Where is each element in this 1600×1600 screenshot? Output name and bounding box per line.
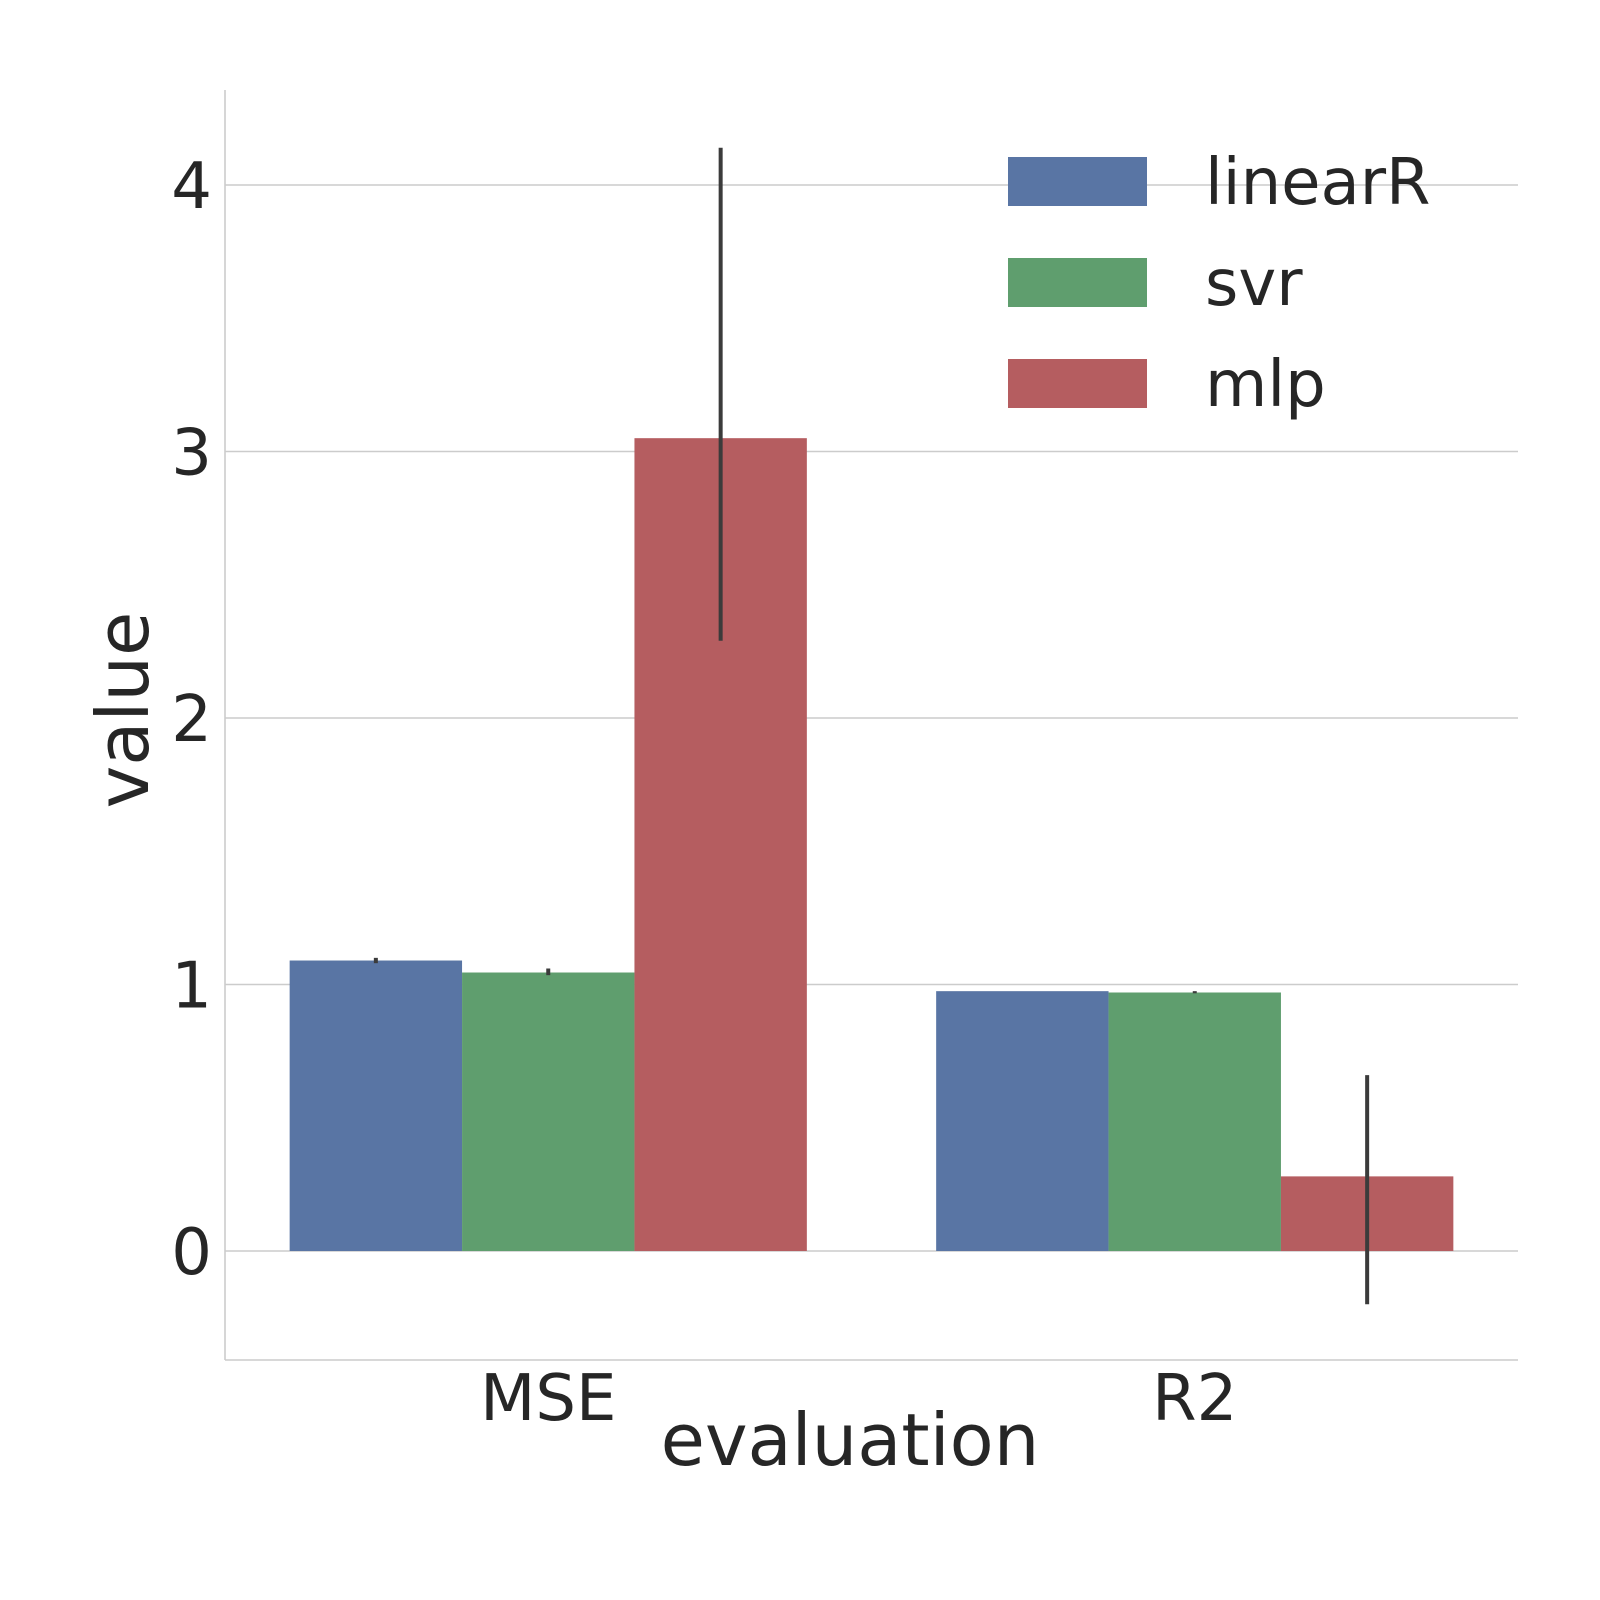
- bar-svr-R2: [1108, 992, 1281, 1251]
- legend-label-linearR: linearR: [1205, 146, 1431, 220]
- y-tick-label: 4: [171, 150, 212, 224]
- x-axis-title: evaluation: [661, 1398, 1040, 1482]
- y-tick-labels: 0 1 2 3 4: [171, 150, 212, 1290]
- legend-swatch-mlp: [1008, 359, 1147, 408]
- y-axis-title: value: [81, 612, 165, 809]
- bar-svr-MSE: [462, 972, 635, 1251]
- x-tick-label: MSE: [480, 1362, 616, 1436]
- y-tick-label: 3: [171, 417, 212, 491]
- bars: [289, 438, 1454, 1251]
- legend-label-svr: svr: [1205, 247, 1303, 321]
- y-tick-label: 1: [171, 950, 212, 1024]
- bar-linearR-MSE: [289, 960, 463, 1251]
- error-bars: [373, 147, 1370, 1305]
- legend-swatch-svr: [1008, 258, 1147, 307]
- x-tick-labels: MSE R2: [480, 1362, 1237, 1436]
- y-tick-label: 0: [171, 1216, 212, 1290]
- axes-spines: [224, 90, 1518, 1361]
- legend-label-mlp: mlp: [1205, 348, 1326, 422]
- legend-swatch-linearR: [1008, 157, 1147, 206]
- y-tick-label: 2: [171, 683, 212, 757]
- x-tick-label: R2: [1152, 1362, 1237, 1436]
- bar-linearR-R2: [936, 991, 1109, 1251]
- legend: linearR svr mlp: [1008, 146, 1431, 422]
